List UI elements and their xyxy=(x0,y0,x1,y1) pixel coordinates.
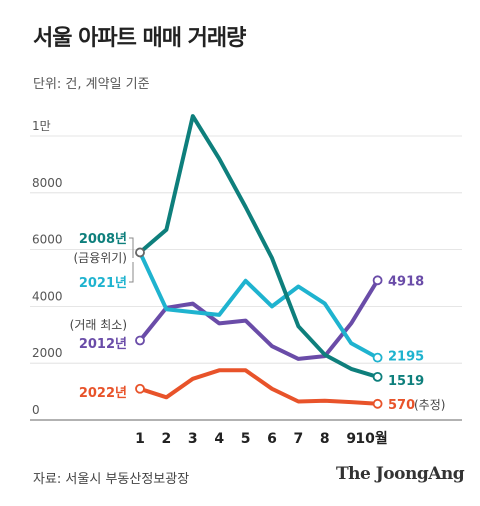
end-note-2022: (추정) xyxy=(414,398,445,412)
label-bracket-2008 xyxy=(129,237,134,258)
x-tick-label: 8 xyxy=(320,431,330,447)
series-line-2008 xyxy=(138,114,380,379)
chart-title: 서울 아파트 매매 거래량 xyxy=(33,26,246,51)
x-tick-label: 7 xyxy=(294,431,304,447)
label-bracket-2021 xyxy=(129,262,134,283)
chart-labels: 0 2000 4000 6000 8000 1만 1 2 3 4 5 6 7 8 9 10월 2008년 (금융위… xyxy=(32,119,445,447)
series-line-2012 xyxy=(138,278,380,361)
unit-note: 단위: 건, 계약일 기준 xyxy=(33,77,150,92)
end-value-2008: 1519 xyxy=(388,374,424,389)
brand-logo: The JoongAng xyxy=(336,464,465,484)
y-tick-label: 1만 xyxy=(32,119,51,133)
y-tick-label: 8000 xyxy=(32,176,63,190)
end-value-2022: 570 xyxy=(388,398,415,413)
y-tick-label: 6000 xyxy=(32,233,63,247)
series-lines xyxy=(135,114,383,409)
series-line-2021 xyxy=(138,250,380,360)
x-tick-label: 4 xyxy=(214,431,224,447)
series-label-2022: 2022년 xyxy=(79,386,127,401)
start-marker-2022 xyxy=(135,383,145,394)
x-tick-label: 6 xyxy=(267,431,277,447)
source-note: 자료: 서울시 부동산정보광장 xyxy=(33,472,190,487)
end-value-2012: 4918 xyxy=(388,274,424,289)
end-value-2021: 2195 xyxy=(388,350,424,365)
series-note-2012: (거래 최소) xyxy=(70,318,127,332)
end-marker-2022 xyxy=(372,398,383,409)
series-label-2021: 2021년 xyxy=(79,276,127,291)
y-tick-label: 4000 xyxy=(32,289,63,303)
y-tick-label: 0 xyxy=(32,403,40,417)
x-tick-label: 1 xyxy=(135,431,145,447)
x-tick-label: 10월 xyxy=(355,430,387,447)
x-tick-label: 9 xyxy=(346,431,356,447)
start-marker-2012 xyxy=(135,335,145,346)
x-tick-label: 2 xyxy=(162,431,172,447)
grid-lines xyxy=(30,135,462,421)
series-note-2008: (금융위기) xyxy=(73,251,127,265)
end-marker-2012 xyxy=(372,275,383,286)
x-tick-label: 3 xyxy=(188,431,198,447)
x-tick-label: 5 xyxy=(241,431,251,447)
y-tick-label: 2000 xyxy=(32,346,63,360)
series-line-2022 xyxy=(138,368,380,406)
end-marker-2008 xyxy=(372,371,383,382)
end-marker-2021 xyxy=(372,352,383,363)
series-label-2008: 2008년 xyxy=(79,232,127,247)
series-label-2012: 2012년 xyxy=(79,337,127,352)
start-marker-2008-2021 xyxy=(135,247,145,258)
